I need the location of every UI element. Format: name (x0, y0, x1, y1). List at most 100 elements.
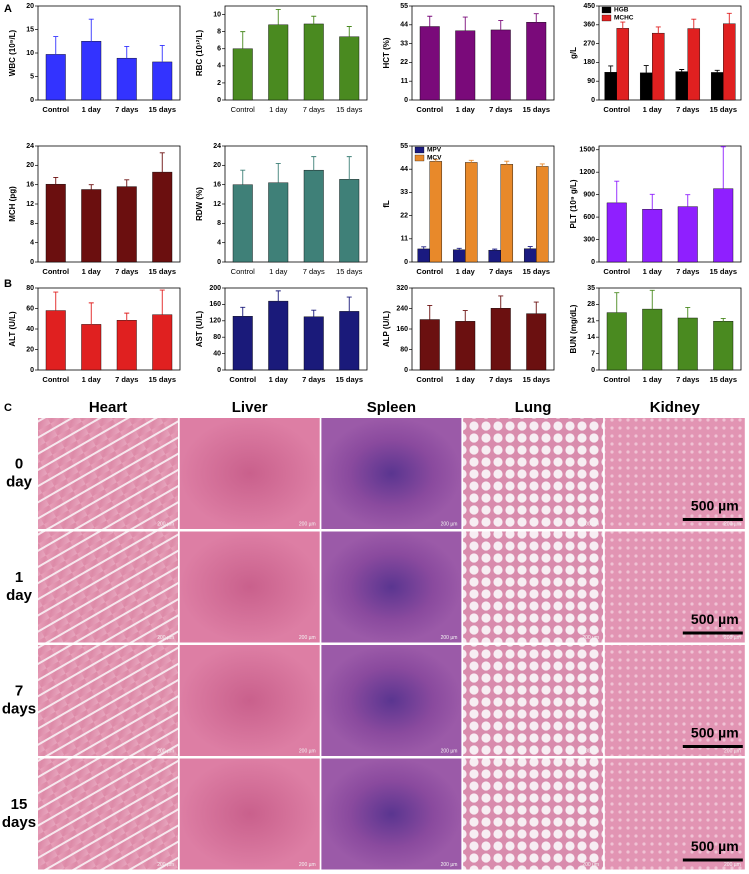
x-tick-label: 15 days (522, 105, 550, 114)
image-scale-label: 200 µm (299, 862, 316, 868)
y-tick-label: 8 (30, 220, 34, 227)
image-scale-label: 200 µm (157, 635, 174, 641)
error-bar (614, 292, 620, 313)
x-tick-label: Control (229, 375, 256, 384)
histology-image (38, 758, 178, 870)
error-bar (527, 246, 533, 249)
x-tick-label: 7 days (489, 105, 512, 114)
y-tick-label: 0 (404, 367, 408, 374)
histology-image (179, 758, 320, 870)
y-tick-label: 20 (213, 162, 221, 169)
image-scale-label: 200 µm (157, 748, 174, 754)
bar (687, 28, 701, 101)
image-scale-label: 200 µm (724, 635, 741, 641)
bar-chart: 0 40 80 120 160 200 AST (U/L) Control 1 day 7 day… (195, 285, 368, 384)
x-tick-label: 15 days (336, 105, 363, 114)
y-tick-label: 0 (30, 367, 34, 374)
bar (526, 313, 547, 371)
histology-image (38, 531, 178, 643)
error-bar (311, 15, 317, 24)
error-bar (468, 159, 474, 163)
error-bar (498, 295, 504, 309)
x-tick-label: 7 days (303, 267, 325, 276)
bar (536, 166, 549, 263)
row-label: days (2, 700, 36, 717)
y-tick-label: 80 (213, 334, 221, 341)
bar (606, 312, 627, 371)
bar (455, 30, 476, 101)
y-tick-label: 600 (583, 214, 595, 221)
error-bar (53, 291, 59, 311)
x-tick-label: 1 day (643, 105, 663, 114)
y-axis-label: BUN (mg/dL) (569, 304, 578, 353)
y-axis-label: RBC (10¹²/L) (195, 30, 204, 77)
bar (152, 171, 173, 263)
x-tick-label: Control (42, 267, 69, 276)
x-tick-label: 1 day (269, 105, 288, 114)
y-tick-label: 16 (26, 182, 34, 189)
image-scale-label: 200 µm (441, 521, 458, 527)
histology-image (463, 645, 604, 756)
bar-chart: 0 20 40 60 80 ALT (U/L) Control 1 day 7 days 15 d… (8, 285, 181, 384)
bar (713, 321, 734, 371)
panel-label: C (4, 402, 12, 414)
bar (523, 248, 537, 263)
x-tick-label: 1 day (456, 267, 476, 276)
plot-frame (411, 145, 555, 263)
histology-image (179, 531, 320, 643)
error-bar (685, 306, 691, 318)
x-tick-label: 7 days (303, 105, 325, 114)
x-tick-label: 1 day (82, 375, 102, 384)
error-bar (124, 45, 130, 59)
error-bar (159, 152, 165, 173)
bar (303, 23, 324, 101)
y-tick-label: 360 (583, 22, 595, 29)
bar (268, 182, 289, 263)
x-tick-label: 15 days (709, 375, 737, 384)
bar (490, 29, 511, 101)
row-label: 0 (15, 455, 23, 472)
error-bar (346, 296, 352, 312)
column-header: Kidney (650, 399, 701, 416)
error-bar (124, 179, 130, 187)
error-bar (498, 20, 504, 30)
y-tick-label: 14 (587, 334, 595, 341)
error-bar (492, 248, 498, 251)
bar (677, 317, 698, 371)
legend-swatch (601, 14, 612, 22)
x-tick-label: 15 days (336, 267, 363, 276)
y-tick-label: 0 (591, 367, 595, 374)
image-scale-label: 200 µm (724, 862, 741, 868)
y-tick-label: 7 (591, 350, 595, 357)
bar (81, 189, 102, 263)
x-tick-label: 1 day (82, 105, 102, 114)
y-tick-label: 10 (26, 50, 34, 57)
y-axis-label: ALT (U/L) (8, 311, 17, 347)
y-tick-label: 8 (217, 28, 221, 35)
y-tick-label: 0 (30, 259, 34, 266)
y-tick-label: 160 (209, 301, 221, 308)
x-tick-label: 7 days (302, 375, 325, 384)
x-tick-label: 15 days (522, 267, 550, 276)
error-bar (649, 289, 655, 310)
bar (642, 209, 663, 263)
error-bar (159, 289, 165, 315)
bar (339, 36, 360, 101)
y-tick-label: 0 (404, 259, 408, 266)
y-axis-label: fL (382, 200, 391, 208)
image-scale-label: 200 µm (441, 862, 458, 868)
bar (232, 184, 253, 263)
error-bar (614, 180, 620, 203)
bar (488, 249, 501, 263)
y-tick-label: 0 (217, 97, 221, 104)
x-tick-label: 15 days (148, 375, 176, 384)
bar (419, 26, 440, 101)
column-header: Lung (515, 399, 552, 416)
error-bar (433, 159, 439, 162)
x-tick-label: Control (42, 105, 69, 114)
y-tick-label: 12 (26, 201, 34, 208)
y-tick-label: 4 (217, 63, 221, 70)
column-header: Liver (232, 399, 268, 416)
panel-label: A (4, 3, 12, 15)
error-bar (88, 302, 94, 325)
